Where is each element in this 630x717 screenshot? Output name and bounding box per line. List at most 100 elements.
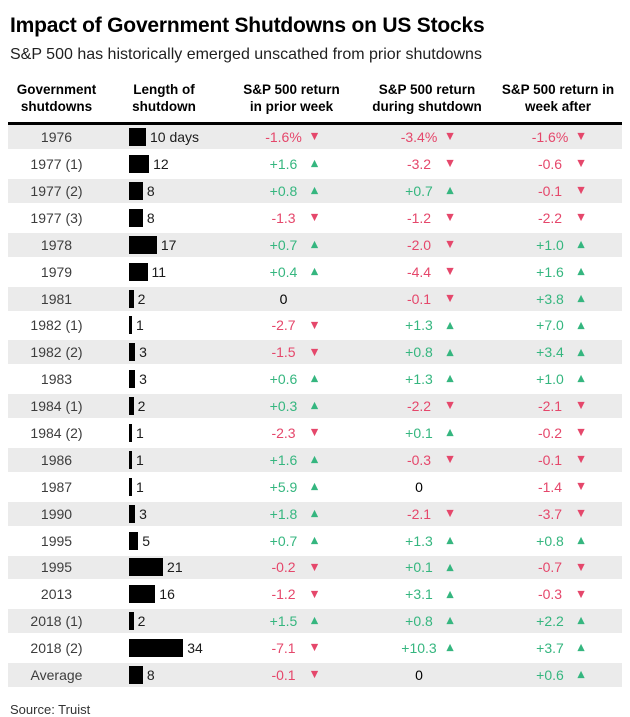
during-shutdown-direction-icon: ▲ [446, 427, 454, 439]
length-bar [129, 235, 157, 254]
prior-week-cell: +0.8 ▲ [223, 183, 360, 199]
week-after-direction-icon: ▲ [577, 319, 585, 331]
prior-week-value: +1.6 [269, 451, 298, 468]
during-shutdown-cell: -3.2 ▼ [360, 156, 494, 172]
table-row: 1978 17 +0.7 ▲ -2.0 ▼ +1.0 ▲ [8, 232, 622, 260]
length-cell: 8 [105, 666, 223, 685]
week-after-direction-icon: ▲ [577, 239, 585, 251]
during-shutdown-cell: +0.1 ▲ [360, 559, 494, 575]
week-after-value: +2.2 [536, 613, 564, 630]
during-shutdown-direction-icon: ▲ [446, 185, 454, 197]
during-shutdown-value: +0.7 [405, 182, 433, 199]
table-row: 1977 (2) 8 +0.8 ▲ +0.7 ▲ -0.1 ▼ [8, 179, 622, 206]
during-shutdown-value: -0.1 [406, 290, 432, 307]
during-shutdown-value: -2.0 [406, 236, 432, 253]
during-shutdown-cell: +1.3 ▲ [360, 371, 494, 387]
week-after-value: -0.6 [537, 156, 563, 173]
prior-week-cell: +1.8 ▲ [223, 506, 360, 522]
table-row: 2013 16 -1.2 ▼ +3.1 ▲ -0.3 ▼ [8, 582, 622, 610]
during-shutdown-value: -1.2 [406, 209, 432, 226]
week-after-cell: -0.2 ▼ [494, 425, 622, 441]
length-label: 21 [167, 559, 183, 576]
length-bar [129, 612, 134, 631]
during-shutdown-direction-icon: ▲ [446, 373, 454, 385]
prior-week-value: -0.2 [271, 559, 296, 576]
during-shutdown-direction-icon: ▼ [446, 158, 454, 170]
prior-week-cell: -7.1 ▼ [223, 640, 360, 656]
year-cell: 2018 (1) [30, 613, 83, 630]
week-after-value: -0.1 [537, 451, 563, 468]
shutdown-table: Government shutdowns Length of shutdown … [8, 82, 622, 690]
table-row: 1976 10 days -1.6% ▼ -3.4% ▼ -1.6% ▼ [8, 125, 622, 153]
during-shutdown-direction-icon: ▲ [446, 534, 454, 546]
length-cell: 3 [105, 504, 223, 523]
week-after-direction-icon: ▲ [577, 346, 585, 358]
year-cell: 1982 (2) [30, 344, 83, 361]
during-shutdown-cell: +0.1 ▲ [360, 425, 494, 441]
year-cell: 1986 [40, 451, 73, 468]
length-cell: 12 [105, 155, 223, 174]
year-cell: 1987 [40, 478, 73, 495]
column-header-return-during-shutdown: S&P 500 return during shutdown [372, 82, 482, 114]
length-bar [129, 639, 184, 658]
week-after-cell: +2.2 ▲ [494, 613, 622, 629]
during-shutdown-value: +1.3 [405, 371, 433, 388]
week-after-cell: -0.7 ▼ [494, 559, 622, 575]
table-header-row: Government shutdowns Length of shutdown … [8, 82, 622, 126]
during-shutdown-cell: +0.7 ▲ [360, 183, 494, 199]
week-after-cell: +3.7 ▲ [494, 640, 622, 656]
prior-week-value: -1.6% [265, 129, 302, 146]
during-shutdown-direction-icon: ▼ [446, 454, 454, 466]
table-row: 1977 (3) 8 -1.3 ▼ -1.2 ▼ -2.2 ▼ [8, 206, 622, 233]
prior-week-direction-icon: ▲ [310, 615, 319, 627]
prior-week-cell: +0.7 ▲ [223, 533, 360, 549]
prior-week-value: -7.1 [271, 640, 296, 657]
week-after-cell: -0.6 ▼ [494, 156, 622, 172]
week-after-value: -0.1 [537, 182, 563, 199]
week-after-direction-icon: ▼ [577, 400, 585, 412]
year-cell: 1984 (1) [30, 398, 83, 415]
prior-week-cell: -1.3 ▼ [223, 210, 360, 226]
length-cell: 17 [105, 235, 223, 254]
year-cell: 1979 [40, 263, 73, 280]
week-after-direction-icon: ▼ [577, 427, 585, 439]
length-label: 8 [146, 182, 155, 199]
during-shutdown-cell: +1.3 ▲ [360, 317, 494, 333]
prior-week-direction-icon: ▲ [310, 534, 319, 546]
prior-week-value: +0.8 [269, 182, 298, 199]
week-after-cell: +0.6 ▲ [494, 667, 622, 683]
length-cell: 1 [105, 316, 223, 335]
length-label: 12 [153, 156, 169, 173]
prior-week-value: -2.3 [271, 425, 296, 441]
week-after-value: -0.3 [537, 586, 563, 603]
week-after-value: +1.6 [536, 263, 564, 280]
during-shutdown-cell: -2.0 ▼ [360, 237, 494, 253]
week-after-direction-icon: ▼ [577, 158, 585, 170]
length-label: 17 [160, 236, 177, 253]
length-label: 3 [139, 371, 147, 388]
prior-week-cell: -2.3 ▼ [223, 425, 360, 441]
year-cell: 1995 [40, 532, 73, 549]
prior-week-cell: -2.7 ▼ [223, 317, 360, 333]
length-label: 2 [137, 290, 146, 307]
year-cell: 1977 (2) [30, 182, 83, 199]
prior-week-value: +0.6 [269, 371, 298, 388]
during-shutdown-value: -2.2 [406, 398, 432, 415]
week-after-value: -0.2 [537, 425, 563, 441]
week-after-cell: +1.0 ▲ [494, 237, 622, 253]
during-shutdown-direction-icon: ▲ [446, 561, 454, 573]
length-cell: 3 [105, 370, 223, 389]
during-shutdown-cell: 0 [360, 479, 494, 495]
week-after-value: -3.7 [537, 505, 563, 522]
prior-week-value: +1.6 [269, 156, 298, 173]
table-row: 1984 (1) 2 +0.3 ▲ -2.2 ▼ -2.1 ▼ [8, 394, 622, 422]
length-bar [129, 316, 133, 335]
table-body: 1976 10 days -1.6% ▼ -3.4% ▼ -1.6% ▼ 197… [8, 125, 622, 690]
length-bar [129, 666, 143, 685]
year-cell: 2013 [40, 586, 73, 603]
week-after-direction-icon: ▲ [577, 642, 585, 654]
length-bar [129, 450, 133, 469]
during-shutdown-direction-icon: ▼ [446, 292, 454, 304]
length-bar [129, 504, 136, 523]
week-after-direction-icon: ▼ [577, 185, 585, 197]
